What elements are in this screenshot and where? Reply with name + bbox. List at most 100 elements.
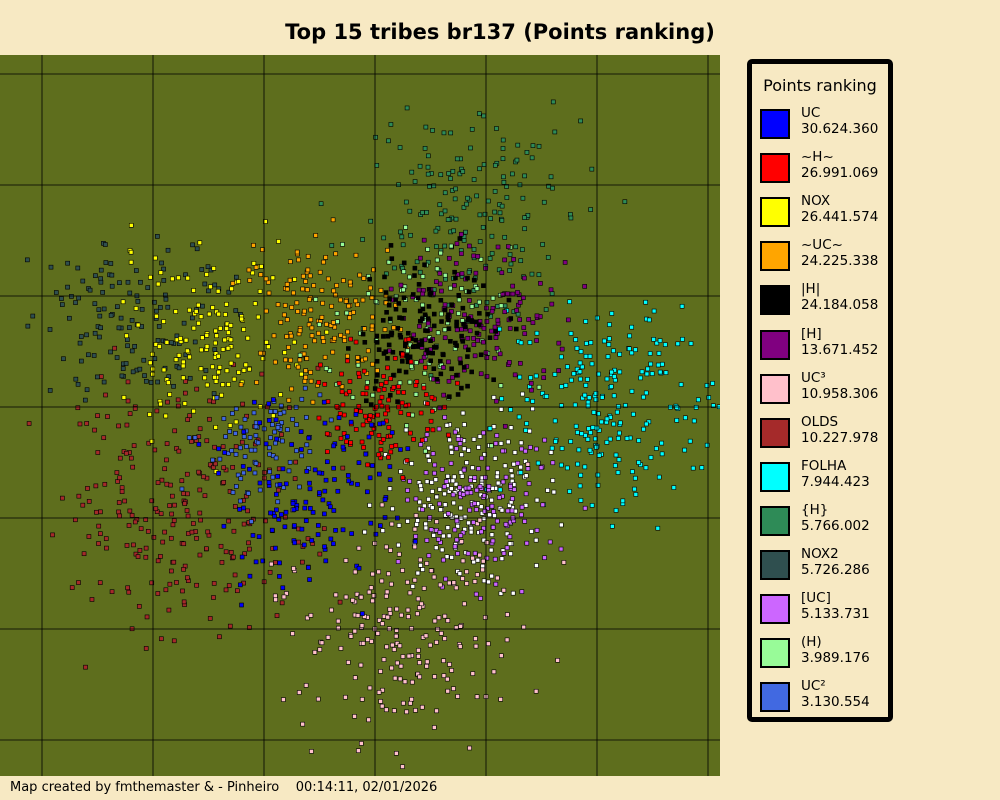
village — [232, 572, 238, 578]
village — [112, 345, 118, 351]
village — [345, 353, 350, 359]
village — [380, 528, 386, 533]
village — [466, 269, 472, 275]
village — [602, 338, 607, 344]
village — [25, 323, 31, 329]
village — [356, 565, 362, 571]
village — [129, 318, 135, 323]
village — [442, 502, 448, 507]
village — [468, 529, 474, 535]
village — [421, 237, 427, 243]
village — [325, 276, 331, 282]
village — [445, 618, 451, 623]
village — [193, 309, 199, 314]
village — [552, 418, 558, 424]
village — [405, 607, 411, 613]
village — [313, 297, 319, 302]
village — [443, 479, 449, 484]
village — [599, 395, 605, 400]
village — [360, 422, 366, 428]
village — [517, 300, 523, 305]
village — [511, 257, 516, 262]
tribe-points: 26.441.574 — [801, 209, 879, 226]
village — [181, 491, 186, 496]
village — [445, 676, 450, 682]
village — [299, 371, 304, 377]
village — [258, 350, 263, 356]
village — [297, 357, 303, 363]
village — [256, 534, 262, 539]
village — [520, 195, 526, 201]
village — [117, 455, 123, 461]
village — [48, 264, 54, 270]
village — [457, 171, 463, 177]
village — [706, 395, 712, 400]
village — [449, 366, 454, 372]
village — [128, 223, 134, 228]
village — [410, 344, 416, 350]
village — [25, 257, 30, 263]
village — [607, 436, 613, 442]
village — [347, 279, 353, 285]
tribe-name: (H) — [801, 634, 822, 651]
village — [84, 332, 89, 338]
village — [192, 435, 198, 440]
village — [556, 368, 561, 373]
village — [288, 333, 294, 339]
village — [636, 460, 641, 465]
village — [302, 308, 307, 314]
village — [223, 549, 229, 555]
village — [495, 480, 501, 486]
village — [405, 579, 410, 585]
tribe-points: 24.184.058 — [801, 297, 879, 314]
village — [275, 474, 280, 479]
village — [253, 264, 259, 270]
village — [95, 413, 100, 418]
village — [390, 642, 395, 648]
village — [172, 502, 177, 508]
village — [117, 280, 122, 285]
village — [320, 497, 326, 503]
village — [248, 447, 254, 453]
village — [263, 219, 268, 224]
village — [307, 273, 313, 279]
village — [347, 379, 353, 384]
village — [576, 447, 582, 453]
village — [545, 487, 550, 493]
village — [221, 523, 227, 529]
village — [691, 418, 697, 424]
village — [465, 551, 471, 556]
tribe-points: 7.944.423 — [801, 473, 870, 490]
village — [450, 478, 456, 484]
village — [373, 378, 379, 384]
village — [116, 500, 122, 505]
village — [375, 368, 380, 373]
village — [260, 356, 266, 361]
village — [345, 358, 350, 364]
village — [446, 171, 451, 176]
village — [348, 440, 353, 446]
village — [391, 647, 397, 652]
village — [481, 339, 486, 345]
village — [526, 317, 531, 322]
village — [464, 581, 470, 586]
village — [129, 513, 135, 518]
village — [508, 261, 514, 267]
village — [459, 473, 465, 479]
village — [237, 507, 242, 512]
village — [155, 558, 161, 564]
village — [240, 464, 246, 469]
village — [400, 764, 405, 769]
village — [334, 404, 340, 409]
village — [412, 179, 418, 184]
village — [214, 333, 219, 339]
village — [343, 558, 349, 563]
village — [445, 314, 451, 320]
village — [293, 459, 298, 465]
village — [236, 370, 241, 375]
village — [200, 335, 205, 340]
tribe-points: 10.227.978 — [801, 429, 879, 446]
village — [459, 271, 465, 276]
village — [423, 633, 429, 639]
village — [528, 445, 533, 450]
